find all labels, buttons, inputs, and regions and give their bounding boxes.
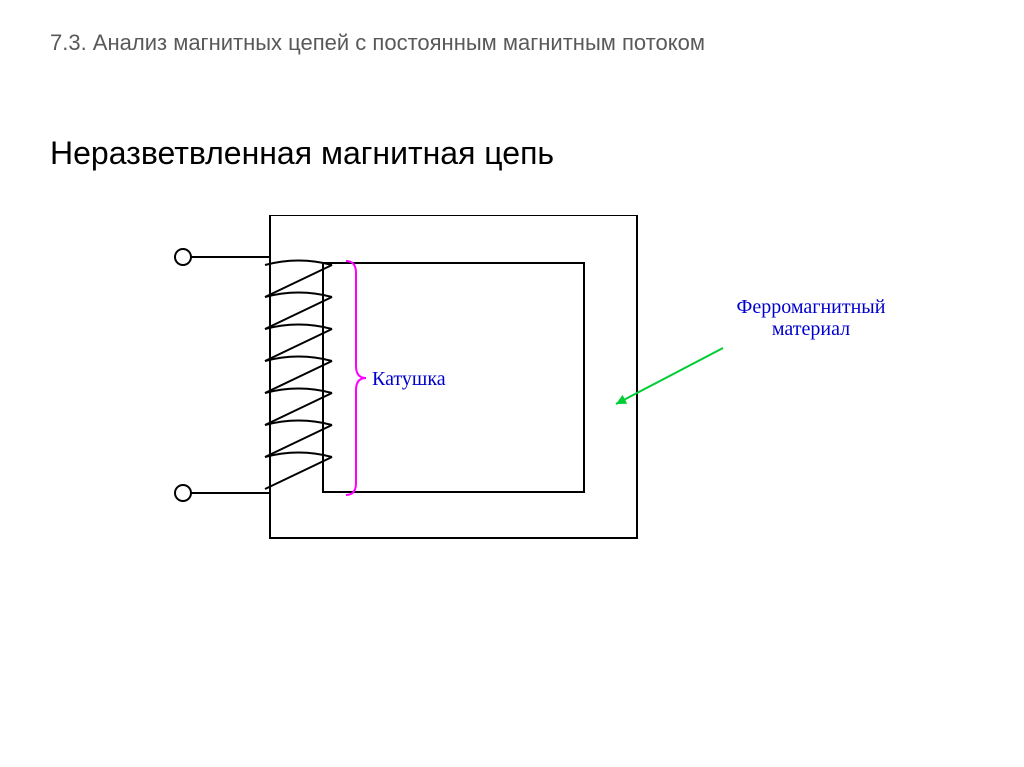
coil-label: Катушка (372, 368, 446, 390)
material-label-line2: материал (772, 318, 850, 340)
section-title: 7.3. Анализ магнитных цепей с постоянным… (50, 30, 705, 56)
page-heading: Неразветвленная магнитная цепь (50, 135, 554, 172)
magnetic-circuit-diagram: Катушка Ферромагнитный материал (150, 215, 890, 585)
coil (175, 249, 332, 501)
material-label-line1: Ферромагнитный (737, 296, 886, 318)
material-arrow (616, 348, 723, 404)
page-root: 7.3. Анализ магнитных цепей с постоянным… (0, 0, 1024, 767)
brace (346, 261, 366, 495)
